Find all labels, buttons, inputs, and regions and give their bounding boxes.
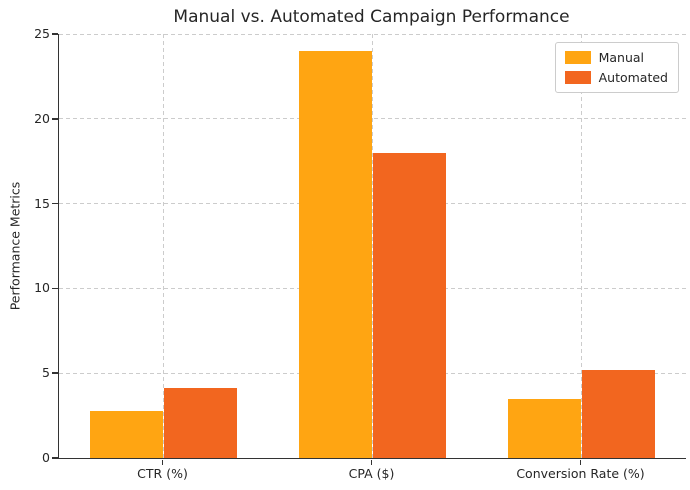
- gridline-v-3: [581, 34, 582, 458]
- plot-area: [58, 33, 686, 459]
- legend-swatch-automated: [564, 71, 591, 84]
- bar-manual-1: [90, 410, 164, 458]
- x-tick-mark-2: [370, 459, 373, 465]
- y-tick-mark-25: [52, 33, 58, 35]
- bar-automated-2: [372, 152, 446, 458]
- legend: Manual Automated: [554, 42, 679, 93]
- y-tick-mark-15: [52, 202, 58, 205]
- bar-automated-3: [581, 369, 655, 458]
- y-tick-label-15: 15: [34, 195, 50, 211]
- y-tick-label-5: 5: [42, 365, 50, 381]
- y-tick-mark-5: [52, 372, 58, 374]
- y-tick-mark-0: [52, 457, 58, 459]
- y-tick-label-10: 10: [34, 280, 50, 296]
- bar-manual-3: [508, 398, 582, 458]
- y-tick-mark-20: [52, 118, 58, 120]
- gridline-v-1: [163, 34, 164, 458]
- x-tick-label-1: CTR (%): [137, 466, 188, 481]
- legend-swatch-manual: [564, 51, 591, 64]
- bar-manual-2: [299, 50, 373, 458]
- chart-title: Manual vs. Automated Campaign Performanc…: [173, 7, 570, 27]
- x-tick-mark-1: [161, 459, 164, 465]
- y-tick-mark-10: [52, 287, 58, 290]
- legend-item-automated: Automated: [564, 70, 668, 85]
- y-tick-label-25: 25: [34, 26, 50, 41]
- legend-item-manual: Manual: [564, 50, 668, 65]
- legend-label-automated: Automated: [598, 70, 668, 85]
- y-tick-label-0: 0: [42, 450, 50, 465]
- legend-label-manual: Manual: [598, 50, 645, 65]
- x-tick-mark-3: [579, 459, 582, 465]
- x-tick-label-2: CPA ($): [348, 466, 395, 481]
- bar-automated-1: [163, 388, 237, 458]
- y-tick-label-20: 20: [34, 110, 50, 126]
- x-tick-label-3: Conversion Rate (%): [516, 466, 645, 481]
